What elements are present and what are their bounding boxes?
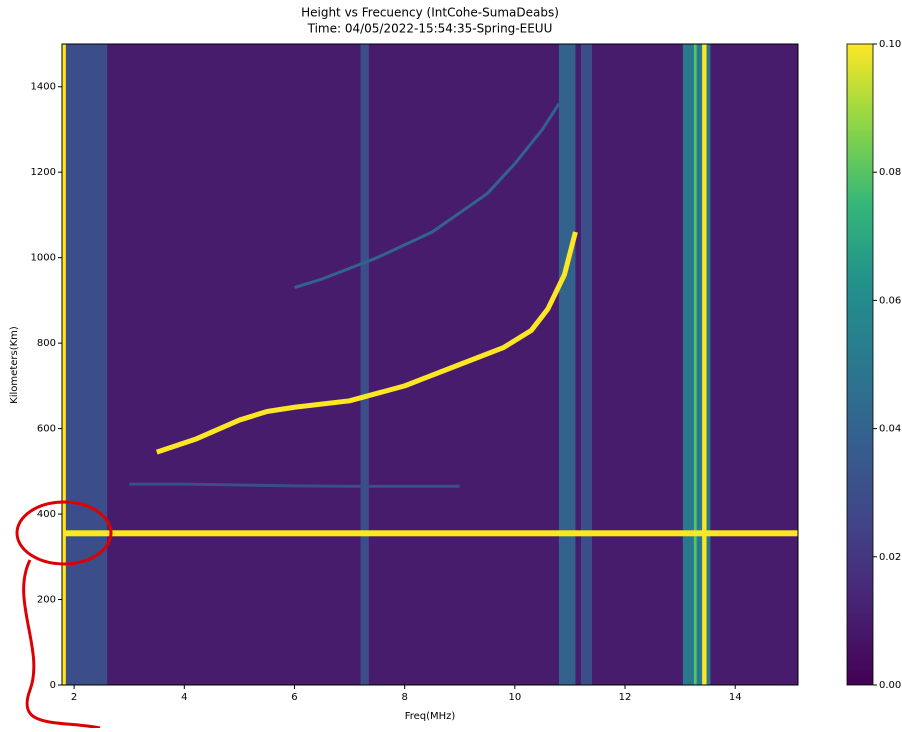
y-tick-label: 200: [37, 595, 56, 606]
vertical-band: [693, 44, 697, 685]
x-tick-label: 10: [508, 692, 521, 703]
chart-title: Height vs Frecuency (IntCohe-SumaDeabs): [301, 6, 559, 20]
vertical-band: [65, 44, 108, 685]
plot-frame: [61, 43, 799, 686]
x-tick-label: 8: [401, 692, 407, 703]
x-tick-label: 4: [181, 692, 187, 703]
horizontal-line: [62, 530, 798, 537]
x-tick-label: 6: [291, 692, 297, 703]
colorbar-tick-label: 0.04: [879, 424, 901, 435]
colorbar-tick-label: 0.06: [879, 295, 901, 306]
y-tick-label: 1000: [31, 253, 56, 264]
echo-trace: [129, 482, 460, 488]
colorbar-tick-label: 0.00: [879, 680, 901, 691]
y-tick-label: 1400: [31, 82, 56, 93]
annotation-circle: [15, 500, 113, 566]
x-tick-label: 12: [619, 692, 632, 703]
vertical-band: [558, 44, 576, 685]
vertical-band: [580, 44, 592, 685]
y-tick-label: 800: [37, 338, 56, 349]
heatmap-background: [62, 44, 798, 685]
colorbar-tick-label: 0.08: [879, 167, 901, 178]
plot-area: [62, 44, 798, 685]
echo-trace: [294, 103, 561, 290]
y-tick-label: 600: [37, 424, 56, 435]
x-axis-label: Freq(MHz): [405, 711, 456, 722]
colorbar: [846, 43, 874, 686]
vertical-band: [62, 44, 66, 685]
y-tick-label: 400: [37, 509, 56, 520]
vertical-band: [702, 44, 707, 685]
colorbar-tick-label: 0.02: [879, 552, 901, 563]
annotation-arrow: [22, 559, 101, 730]
vertical-band: [360, 44, 369, 685]
x-tick-label: 2: [71, 692, 77, 703]
y-axis-label: Kilometers(Km): [9, 326, 20, 404]
x-tick-label: 14: [729, 692, 742, 703]
y-tick-label: 0: [50, 680, 56, 691]
chart-subtitle: Time: 04/05/2022-15:54:35-Spring-EEUU: [307, 22, 553, 36]
y-tick-label: 1200: [31, 167, 56, 178]
echo-trace: [155, 231, 578, 455]
colorbar-tick-label: 0.10: [879, 39, 901, 50]
